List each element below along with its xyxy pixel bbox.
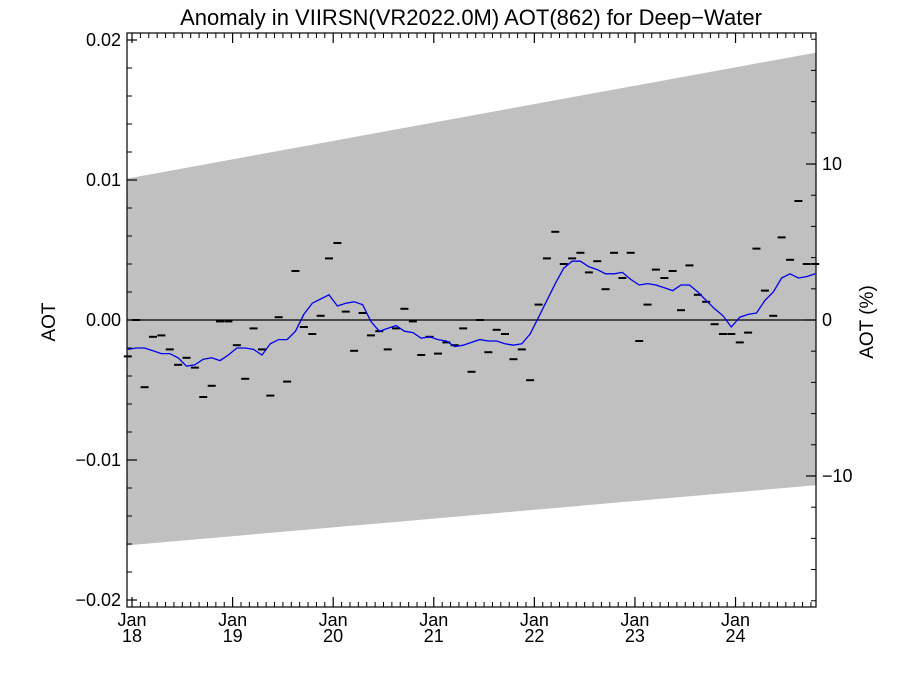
x-tick-year: 19 [223,626,243,646]
y-tick-label: −0.01 [75,450,121,470]
y2-tick-label: 10 [822,154,842,174]
y-axis-left: 0.02 0.01 0.00 −0.01 −0.02 [75,30,137,610]
y-tick-label: 0.01 [86,170,121,190]
y-axis-label: AOT [39,302,60,341]
x-tick-month: Jan [118,610,147,630]
y2-tick-label: −10 [822,466,853,486]
y2-axis-label: AOT (%) [857,285,878,359]
x-tick-month: Jan [218,610,247,630]
monthly-anomaly-markers [123,200,820,398]
x-tick-year: 24 [726,626,746,646]
y-tick-label: 0.00 [86,310,121,330]
running-mean-line [127,260,816,367]
x-tick-year: 21 [424,626,444,646]
y-tick-label: −0.02 [75,590,121,610]
x-tick-month: Jan [520,610,549,630]
chart-title: Anomaly in VIIRSN(VR2022.0M) AOT(862) fo… [180,5,762,30]
x-tick-year: 22 [524,626,544,646]
y-tick-label: 0.02 [86,30,121,50]
x-tick-month: Jan [319,610,348,630]
x-tick-month: Jan [419,610,448,630]
plot-area [123,32,820,608]
x-tick-month: Jan [721,610,750,630]
uncertainty-band [127,52,816,546]
y-axis-right: 10 0 −10 [806,38,853,602]
x-tick-month: Jan [620,610,649,630]
y2-tick-label: 0 [822,310,832,330]
x-tick-year: 23 [625,626,645,646]
x-tick-year: 18 [122,626,142,646]
x-tick-year: 20 [323,626,343,646]
